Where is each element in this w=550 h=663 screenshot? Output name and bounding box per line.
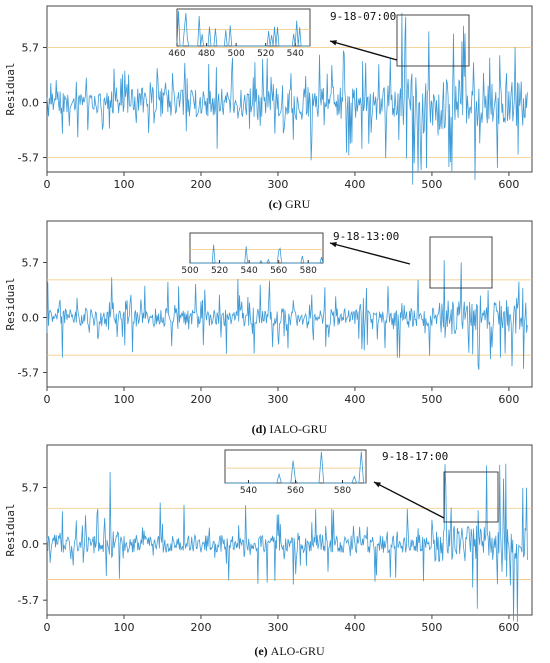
y-tick-label: 0.0 (22, 312, 40, 325)
x-tick-label: 300 (267, 393, 288, 406)
plot-frame (46, 444, 533, 616)
panel-caption: (c) GRU (269, 197, 311, 211)
zoom-tick-label: 540 (241, 266, 258, 276)
caption-letter: (c) (269, 197, 285, 211)
highlight-box (443, 471, 499, 523)
x-tick-label: 400 (344, 393, 365, 406)
x-tick-label: 600 (498, 178, 519, 191)
annotation-timestamp: 9-18-07:00 (330, 10, 396, 23)
annotation-arrowhead (330, 40, 337, 46)
zoom-tick-label: 500 (181, 266, 198, 276)
caption-name: GRU (285, 197, 311, 211)
zoom-tick-label: 500 (228, 49, 245, 59)
zoom-tick-label: 560 (270, 266, 287, 276)
zoom-tick-label: 540 (287, 49, 304, 59)
zoom-tick-label: 540 (240, 486, 257, 496)
zoom-tick-label: 480 (198, 49, 215, 59)
y-tick-label: 5.7 (22, 482, 40, 495)
y-tick-label: 5.7 (22, 257, 40, 270)
y-axis-label: Residual (4, 63, 17, 116)
highlight-box (429, 236, 493, 289)
series-line (46, 12, 528, 185)
zoom-tick-label: 580 (300, 266, 317, 276)
x-tick-label: 0 (44, 621, 51, 634)
panel-caption: (e) ALO-GRU (254, 644, 325, 658)
chart-panel-3: 0 100 200 300 400 500 600 5.7 0.0 -5.7 Residual 9-1… (4, 444, 533, 658)
x-tick-label: 100 (113, 178, 134, 191)
y-axis-label: Residual (4, 504, 17, 557)
zoom-tick-label: 560 (287, 486, 304, 496)
annotation-arrow (373, 481, 445, 519)
x-tick-label: 200 (190, 393, 211, 406)
x-tick-label: 100 (113, 621, 134, 634)
panel-caption: (d) IALO-GRU (252, 422, 328, 436)
x-tick-label: 400 (344, 621, 365, 634)
zoom-series-line (176, 10, 310, 47)
zoom-tick-label: 580 (334, 486, 351, 496)
y-tick-label: -5.7 (18, 594, 39, 607)
caption-name: ALO-GRU (271, 644, 325, 658)
x-tick-label: 400 (344, 178, 365, 191)
x-tick-label: 600 (498, 621, 519, 634)
x-tick-label: 500 (421, 393, 442, 406)
x-tick-label: 500 (421, 621, 442, 634)
y-tick-label: -5.7 (18, 152, 39, 165)
x-tick-label: 300 (267, 621, 288, 634)
x-tick-label: 100 (113, 393, 134, 406)
zoom-inset-frame (176, 8, 311, 47)
annotation-timestamp: 9-18-17:00 (382, 450, 448, 463)
x-tick-label: 0 (44, 393, 51, 406)
x-tick-label: 300 (267, 178, 288, 191)
highlight-box (396, 14, 470, 67)
zoom-series-line (190, 244, 324, 264)
y-axis-label: Residual (4, 278, 17, 331)
caption-letter: (e) (254, 644, 270, 658)
caption-name: IALO-GRU (269, 422, 327, 436)
x-tick-label: 200 (190, 621, 211, 634)
y-tick-label: -5.7 (18, 367, 39, 380)
caption-letter: (d) (252, 422, 270, 436)
zoom-tick-label: 520 (211, 266, 228, 276)
series-line (46, 463, 528, 623)
x-tick-label: 0 (44, 178, 51, 191)
annotation-arrowhead (330, 242, 337, 248)
zoom-inset-frame (189, 232, 324, 264)
chart-panel-1: 0 100 200 300 400 500 600 5.7 0.0 -5.7 Residual 9-1… (4, 5, 533, 211)
plot-frame (46, 5, 533, 173)
y-tick-label: 5.7 (22, 42, 40, 55)
annotation-timestamp: 9-18-13:00 (333, 230, 399, 243)
annotation-arrow (329, 40, 398, 61)
series-line (46, 260, 528, 370)
y-tick-label: 0.0 (22, 97, 40, 110)
annotation-arrowhead (374, 482, 381, 488)
x-tick-label: 500 (421, 178, 442, 191)
x-tick-label: 200 (190, 178, 211, 191)
zoom-tick-label: 520 (257, 49, 274, 59)
chart-panel-2: 0 100 200 300 400 500 600 5.7 0.0 -5.7 Residual 9-1… (4, 220, 533, 436)
x-tick-label: 600 (498, 393, 519, 406)
plot-frame (46, 220, 533, 388)
zoom-tick-label: 460 (168, 49, 185, 59)
annotation-arrow (329, 242, 411, 265)
y-tick-label: 0.0 (22, 538, 40, 551)
